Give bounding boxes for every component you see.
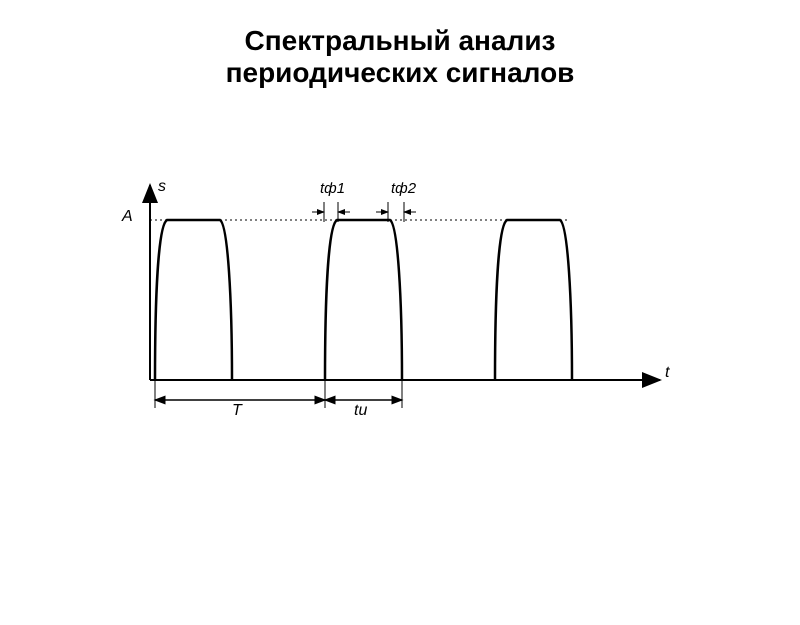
y-axis-label: s — [158, 178, 166, 196]
fall-time-label: tф2 — [391, 180, 416, 197]
waveform-svg — [120, 180, 680, 440]
pulse-1 — [155, 220, 232, 380]
pulse-2 — [325, 220, 402, 380]
amplitude-label: A — [122, 208, 133, 226]
period-label: T — [232, 402, 242, 420]
rise-time-label: tф1 — [320, 180, 345, 197]
waveform-chart: s t A tф1 tф2 T tи — [120, 180, 680, 440]
page-title: Спектральный анализ периодических сигнал… — [0, 25, 800, 89]
pulse-3 — [495, 220, 572, 380]
pulse-width-label: tи — [354, 402, 367, 420]
x-axis-label: t — [665, 364, 669, 382]
title-line-2: периодических сигналов — [0, 57, 800, 89]
title-line-1: Спектральный анализ — [0, 25, 800, 57]
